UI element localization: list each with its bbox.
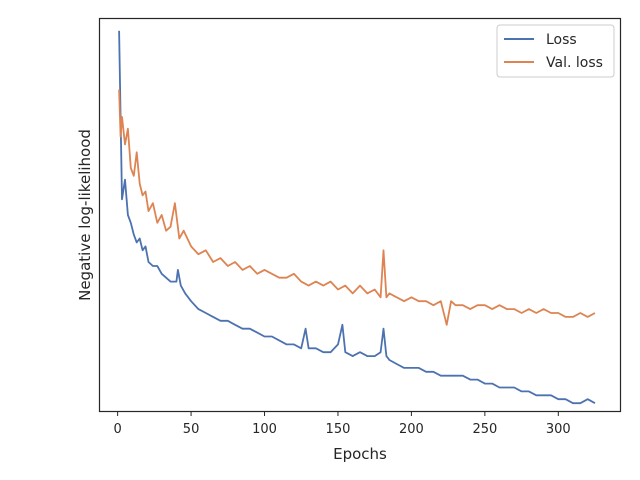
axes-frame	[98, 17, 622, 413]
x-tick-label: 150	[326, 422, 351, 437]
x-tick-label: 200	[399, 422, 424, 437]
legend-label-val-loss: Val. loss	[546, 55, 603, 71]
x-tick-label: 50	[183, 422, 200, 437]
legend-label-loss: Loss	[546, 32, 577, 48]
y-axis-label: Negative log-likelihood	[76, 129, 94, 301]
plot-area	[118, 30, 596, 405]
series-line-val-loss	[118, 89, 596, 326]
legend: Loss Val. loss	[496, 24, 615, 78]
x-axis-label: Epochs	[333, 445, 387, 463]
x-tick-label: 250	[472, 422, 497, 437]
x-tick-label: 100	[252, 422, 277, 437]
series-line-loss	[118, 30, 596, 405]
x-tick-label: 300	[546, 422, 571, 437]
x-axis-ticks: 0 50 100 150 200 250 300	[113, 411, 571, 437]
x-tick-label: 0	[113, 422, 121, 437]
